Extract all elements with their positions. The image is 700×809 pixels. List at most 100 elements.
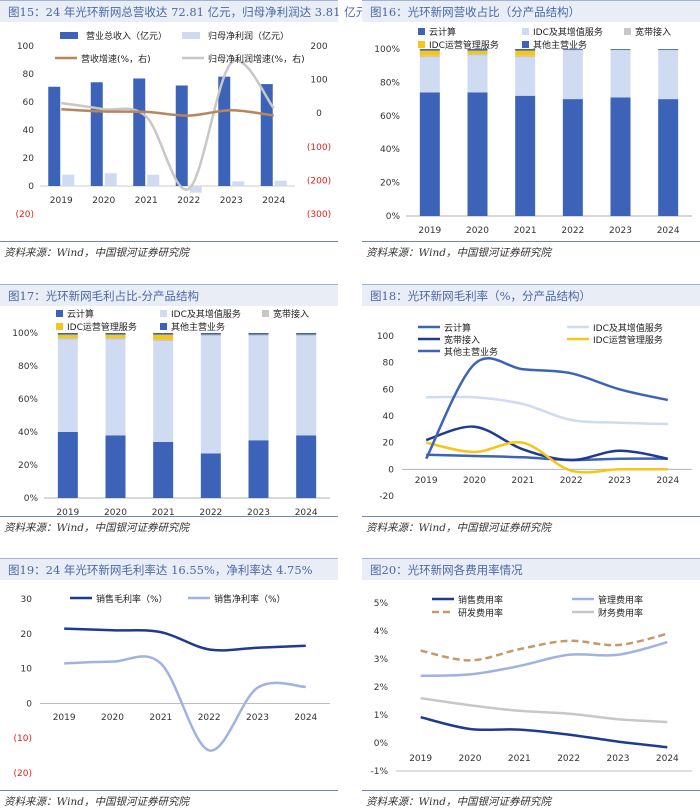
fig17-bar-other — [248, 333, 269, 335]
fig16-bar-other — [419, 49, 440, 51]
panel-fig17: 图17：光环新网毛利占比-分产品结构 100% 80% 60% 40% 20% 0% 201… — [0, 284, 338, 544]
fig16-bar-cloud — [562, 99, 583, 216]
fig16-chart: 100% 80% 60% 40% 20% 0% 2019 2020 2021 2022 2023 20… — [374, 26, 692, 236]
fig20-y-tick: 2% — [374, 683, 389, 693]
fig20-title: 图20：光环新网各费用率情况 — [370, 563, 523, 577]
fig16-bar-cloud — [467, 92, 488, 216]
fig16-bar-idc — [562, 50, 583, 100]
fig17-legend-idc-swatch — [160, 310, 167, 317]
fig17-legend-broadband-swatch — [262, 310, 269, 317]
fig15-legend-profit-growth-label: 归母净利润增速(%，右) — [208, 53, 305, 65]
fig15-x-tick: 2019 — [50, 196, 73, 206]
fig15-left-tick: (20) — [16, 210, 34, 220]
fig16-x-tick: 2021 — [514, 226, 537, 236]
fig20-x-tick: 2023 — [607, 754, 630, 764]
fig19-y-tick: 20 — [21, 630, 33, 640]
fig17-bar-idc-ops — [57, 334, 78, 338]
fig16-bar-idc — [467, 55, 488, 93]
fig17-x-tick: 2024 — [295, 508, 318, 518]
fig20-y-tick: 3% — [374, 655, 389, 665]
fig17-legend-other-swatch — [160, 323, 167, 330]
fig16-bar-other — [610, 49, 631, 50]
fig17-legend-other-label: 其他主营业务 — [171, 321, 225, 333]
fig15-bar-profit — [232, 181, 245, 186]
fig17-bar-other — [200, 333, 221, 335]
fig15-left-tick: 60 — [23, 98, 35, 108]
fig16-source: 资料来源：Wind，中国银河证券研究院 — [366, 247, 551, 259]
fig18-chart: 100 80 60 40 20 0 -20 2019 2020 2021 2022 2023 2024 云… — [377, 322, 692, 502]
fig20-line-sales — [420, 715, 668, 749]
fig16-title-bar: 图16：光环新网营收占比（分产品结构） — [362, 0, 700, 22]
fig16-legend-cloud-label: 云计算 — [429, 26, 456, 38]
fig19-title: 图19：24 年光环新网毛利率达 16.55%，净利率达 4.75% — [8, 563, 313, 577]
fig19-x-tick: 2024 — [294, 713, 317, 723]
fig17-bar-idc — [57, 339, 78, 432]
fig18-y-tick: 0 — [388, 465, 394, 475]
fig16-bar-idc-ops — [515, 50, 536, 56]
fig18-x-tick: 2022 — [560, 476, 583, 486]
fig17-y-tick: 40% — [18, 428, 38, 438]
fig16-x-tick: 2023 — [609, 226, 632, 236]
fig17-x-tick: 2022 — [199, 508, 222, 518]
fig16-title: 图16：光环新网营收占比（分产品结构） — [370, 5, 581, 19]
fig16-legend-broadband-swatch — [624, 28, 631, 35]
fig17-bar-idc — [200, 336, 221, 454]
fig15-title: 图15：24 年光环新网总营收达 72.81 亿元，归母净利润达 3.81 亿元 — [8, 5, 368, 19]
fig15-title-bar: 图15：24 年光环新网总营收达 72.81 亿元，归母净利润达 3.81 亿元 — [0, 0, 367, 22]
fig15-right-tick: 100 — [310, 76, 327, 86]
fig19-legend-gross-margin-label: 销售毛利率（%） — [96, 593, 168, 605]
fig20-y-tick: 0% — [374, 739, 389, 749]
fig18-x-tick: 2021 — [511, 476, 534, 486]
fig15-x-tick: 2023 — [220, 196, 243, 206]
panel-fig18: 图18：光环新网毛利率（%，分产品结构） 100 80 60 40 20 0 -20 2019… — [362, 284, 700, 544]
fig17-bar-cloud — [248, 440, 269, 498]
fig18-line-idc — [426, 395, 668, 426]
fig18-line-other — [425, 357, 669, 460]
fig17-bar-other — [296, 333, 317, 335]
fig15-bar-profit — [147, 174, 160, 186]
fig20-chart: 5% 4% 3% 2% 1% 0% -1% 2019 2020 2021 2022 2023 2024 销… — [370, 594, 692, 777]
fig17-bar-broadband — [200, 334, 221, 337]
fig16-legend-idc-label: IDC及其增值服务 — [533, 26, 603, 38]
fig15-x-tick: 2022 — [177, 196, 200, 206]
fig18-y-tick: 60 — [383, 385, 395, 395]
fig17-bar-idc — [153, 341, 174, 442]
fig16-legend-idc-ops-label: IDC运营管理服务 — [429, 39, 499, 51]
fig20-legend-finance-label: 财务费用率 — [598, 607, 643, 619]
fig19-x-tick: 2021 — [149, 713, 172, 723]
fig16-y-tick: 100% — [374, 45, 400, 55]
fig16-bar-broadband — [419, 55, 440, 58]
fig18-y-tick: 100 — [377, 332, 394, 342]
fig16-y-tick: 80% — [380, 78, 400, 88]
fig17-y-tick: 20% — [18, 461, 38, 471]
fig15-legend-revenue-growth-label: 营收增速(%，右) — [81, 53, 151, 65]
fig20-legend-rnd-label: 研发费用率 — [458, 607, 503, 619]
fig19-y-tick: 30 — [21, 595, 33, 605]
fig16-bar-broadband — [658, 49, 679, 51]
fig17-y-tick: 100% — [12, 329, 38, 339]
fig16-legend-cloud-swatch — [418, 28, 425, 35]
fig15-legend-profit-swatch — [182, 32, 200, 39]
fig20-x-tick: 2020 — [459, 754, 482, 764]
fig17-y-tick: 60% — [18, 395, 38, 405]
fig16-bar-cloud — [419, 92, 440, 216]
fig17-bar-other — [105, 333, 126, 335]
fig15-legend-revenue-swatch — [60, 32, 78, 39]
fig17-bar-idc — [105, 339, 126, 436]
fig16-y-tick: 0% — [386, 212, 401, 222]
fig18-line-idc-ops — [425, 440, 668, 474]
fig17-bar-cloud — [105, 435, 126, 498]
fig16-bar-idc — [419, 57, 440, 93]
fig19-source: 资料来源：Wind，中国银河证券研究院 — [4, 796, 189, 808]
fig17-legend-cloud-swatch — [56, 310, 63, 317]
fig15-bar-revenue — [133, 78, 146, 186]
fig17-x-tick: 2023 — [247, 508, 270, 518]
fig19-y-tick: (20) — [14, 769, 32, 779]
fig15-left-tick: 0 — [28, 182, 34, 192]
fig19-chart: 30 20 10 0 (10) (20) 2019 2020 2021 2022 2023 2024 销… — [14, 593, 330, 779]
fig20-legend-admin-label: 管理费用率 — [598, 594, 643, 606]
fig16-legend-broadband-label: 宽带接入 — [635, 26, 671, 38]
fig19-line-net-margin — [64, 655, 306, 752]
fig18-y-tick: 80 — [383, 359, 395, 369]
fig15-x-tick: 2024 — [262, 196, 285, 206]
